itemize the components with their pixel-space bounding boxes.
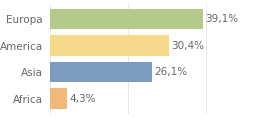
Text: 30,4%: 30,4%: [171, 41, 204, 51]
Bar: [50, 9, 203, 29]
Text: 4,3%: 4,3%: [69, 94, 96, 104]
Bar: [50, 62, 152, 82]
Bar: [50, 35, 169, 56]
Bar: [50, 88, 67, 109]
Text: 39,1%: 39,1%: [205, 14, 238, 24]
Text: 26,1%: 26,1%: [154, 67, 188, 77]
